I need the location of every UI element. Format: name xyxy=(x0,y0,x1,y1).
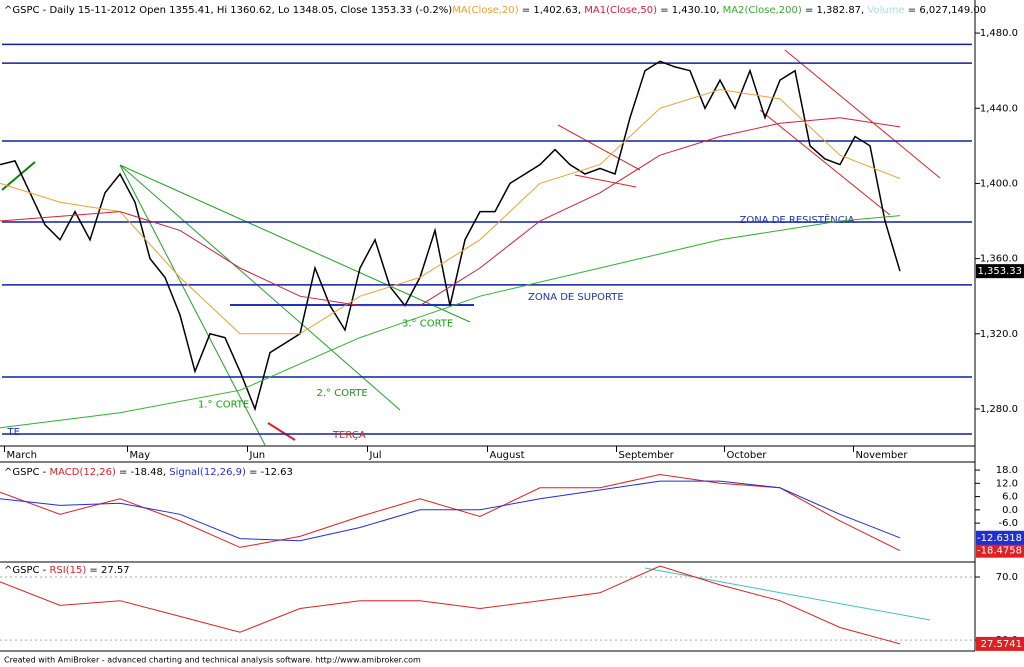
trend-lines xyxy=(1,49,941,621)
trend-line xyxy=(759,109,891,216)
y-tick-label: 1,400.0 xyxy=(980,178,1018,189)
footer: Created with AmiBroker - advanced charti… xyxy=(4,656,421,665)
y-tick-label: 70.0 xyxy=(996,572,1018,583)
header-part: MA(Close,20) xyxy=(452,5,519,16)
last-value-label: -18.4758 xyxy=(977,546,1022,557)
trend-line xyxy=(119,164,401,411)
x-tick-label: October xyxy=(727,450,768,461)
header-part: ^GSPC - xyxy=(4,467,49,478)
x-tick-label: May xyxy=(130,450,151,461)
y-tick-label: 12.0 xyxy=(996,478,1018,489)
annotation: 2.° CORTE xyxy=(317,388,368,399)
x-tick-label: August xyxy=(490,450,525,461)
x-tick-label: September xyxy=(619,450,675,461)
header-part: MACD(12,26) xyxy=(49,467,116,478)
annotation: TE xyxy=(7,427,20,438)
header-part: MA1(Close,50) xyxy=(584,5,657,16)
header-part: = -12.63 xyxy=(246,467,293,478)
last-value-tag xyxy=(976,636,1024,651)
x-tick-label: November xyxy=(856,450,909,461)
series-line xyxy=(0,473,901,552)
trend-line xyxy=(784,49,941,179)
x-tick-label: March xyxy=(7,450,37,461)
x-tick-label: Jul xyxy=(369,450,382,461)
header-part: MA2(Close,200) xyxy=(723,5,802,16)
trend-line xyxy=(119,164,471,323)
header-part: RSI(15) xyxy=(49,565,86,576)
header-part: = 1,430.10, xyxy=(657,5,723,16)
series-line xyxy=(0,88,901,335)
header-part: = 6,027,149.00 xyxy=(905,5,987,16)
trend-line xyxy=(119,164,266,446)
y-tick-label: 0.0 xyxy=(1002,505,1018,516)
arrow xyxy=(267,422,296,441)
series-line xyxy=(0,60,901,412)
series-line xyxy=(0,215,901,429)
y-tick-label: 1,440.0 xyxy=(980,103,1018,114)
last-price-label: 1,353.33 xyxy=(977,266,1022,277)
header-part: = 27.57 xyxy=(86,565,129,576)
annotation: ZONA DE RESISTÊNCIA xyxy=(740,213,855,226)
trend-line xyxy=(557,124,641,171)
series-line xyxy=(0,565,901,645)
y-tick-label: 1,320.0 xyxy=(980,329,1018,340)
annotation: TERÇA xyxy=(332,430,366,441)
annotation: 1.° CORTE xyxy=(198,400,249,411)
y-tick-label: 1,280.0 xyxy=(980,404,1018,415)
trend-line xyxy=(574,174,637,188)
y-tick-label: 18.0 xyxy=(996,465,1018,476)
header-part: Volume xyxy=(867,5,904,16)
series-line xyxy=(0,117,901,307)
last-value-tag xyxy=(976,543,1024,558)
annotation: 3.° CORTE xyxy=(402,318,453,329)
annotation: ZONA DE SUPORTE xyxy=(528,292,624,303)
panel-header: ^GSPC - RSI(15) = 27.57 xyxy=(4,565,130,576)
last-price-tag xyxy=(976,264,1024,279)
y-tick-label: 1,360.0 xyxy=(980,254,1018,265)
y-tick-label: 1,480.0 xyxy=(980,28,1018,39)
y-tick-label: 6.0 xyxy=(1002,492,1018,503)
last-value-label: -12.6318 xyxy=(977,533,1022,544)
header-part: ^GSPC - xyxy=(4,565,49,576)
header-part: = -18.48, xyxy=(116,467,169,478)
x-tick-label: Jun xyxy=(249,450,266,461)
last-value-label: 27.5741 xyxy=(981,639,1022,650)
y-tick-label: -6.0 xyxy=(998,518,1018,529)
header-part: = 1,382.87, xyxy=(802,5,868,16)
header-part: ^GSPC - Daily 15-11-2012 Open 1355.41, H… xyxy=(4,5,452,16)
panel-header: ^GSPC - Daily 15-11-2012 Open 1355.41, H… xyxy=(4,5,986,16)
header-part: Signal(12,26,9) xyxy=(169,467,246,478)
panel-header: ^GSPC - MACD(12,26) = -18.48, Signal(12,… xyxy=(4,467,293,478)
header-part: = 1,402.63, xyxy=(519,5,585,16)
last-value-tag xyxy=(976,530,1024,545)
series-line xyxy=(0,480,901,542)
